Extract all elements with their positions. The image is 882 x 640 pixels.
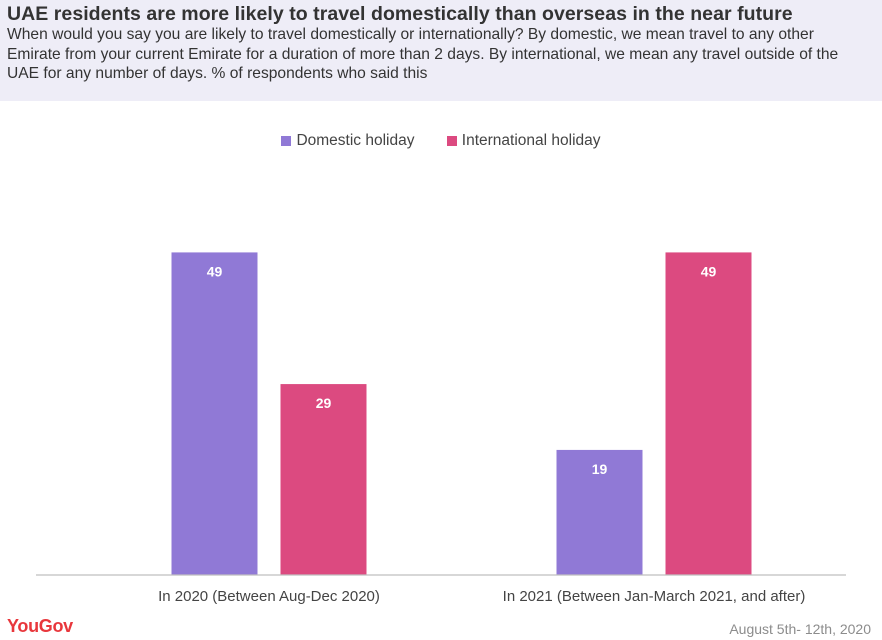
legend-item-domestic: Domestic holiday bbox=[281, 132, 414, 150]
bar-domestic-0 bbox=[171, 252, 258, 575]
chart-title: UAE residents are more likely to travel … bbox=[7, 3, 793, 25]
bar-value-label: 29 bbox=[316, 395, 332, 411]
legend-swatch-international bbox=[446, 136, 457, 146]
chart-header: UAE residents are more likely to travel … bbox=[0, 0, 882, 101]
bar-value-label: 49 bbox=[207, 263, 223, 279]
chart-subtitle: When would you say you are likely to tra… bbox=[7, 26, 839, 82]
legend-swatch-domestic bbox=[281, 136, 292, 146]
x-tick-label: In 2020 (Between Aug-Dec 2020) bbox=[158, 588, 380, 605]
bar-domestic-1 bbox=[556, 449, 643, 575]
legend-item-international: International holiday bbox=[446, 132, 601, 150]
bar-international-0 bbox=[280, 384, 367, 575]
x-tick-label: In 2021 (Between Jan-March 2021, and aft… bbox=[503, 588, 806, 605]
bar-international-1 bbox=[665, 252, 752, 575]
legend-label-international: International holiday bbox=[461, 132, 601, 149]
survey-date: August 5th- 12th, 2020 bbox=[729, 621, 871, 637]
legend-label-domestic: Domestic holiday bbox=[296, 132, 415, 149]
chart-legend: Domestic holiday International holiday bbox=[0, 132, 882, 151]
bar-value-label: 49 bbox=[701, 263, 717, 279]
bar-value-label: 19 bbox=[592, 461, 608, 477]
yougov-logo: YouGov bbox=[7, 616, 73, 636]
